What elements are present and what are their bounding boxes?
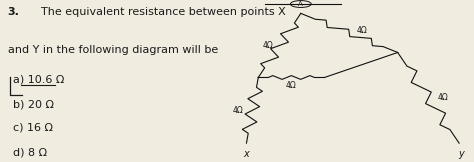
Text: 4Ω: 4Ω — [357, 26, 368, 35]
Text: 3.: 3. — [8, 7, 19, 17]
Text: The equivalent resistance between points X: The equivalent resistance between points… — [41, 7, 286, 17]
Text: 4Ω: 4Ω — [437, 93, 448, 102]
Text: 4Ω: 4Ω — [286, 81, 297, 90]
Text: y: y — [459, 149, 465, 159]
Text: a) 10.6 Ω: a) 10.6 Ω — [12, 74, 64, 84]
Text: c) 16 Ω: c) 16 Ω — [12, 123, 53, 133]
Text: d) 8 Ω: d) 8 Ω — [12, 148, 46, 158]
Text: 4Ω: 4Ω — [233, 106, 244, 115]
Text: b) 20 Ω: b) 20 Ω — [12, 99, 54, 109]
Text: 4Ω: 4Ω — [262, 41, 273, 50]
Text: x: x — [244, 149, 249, 159]
Text: and Y in the following diagram will be: and Y in the following diagram will be — [8, 45, 218, 55]
Text: A: A — [299, 1, 303, 7]
